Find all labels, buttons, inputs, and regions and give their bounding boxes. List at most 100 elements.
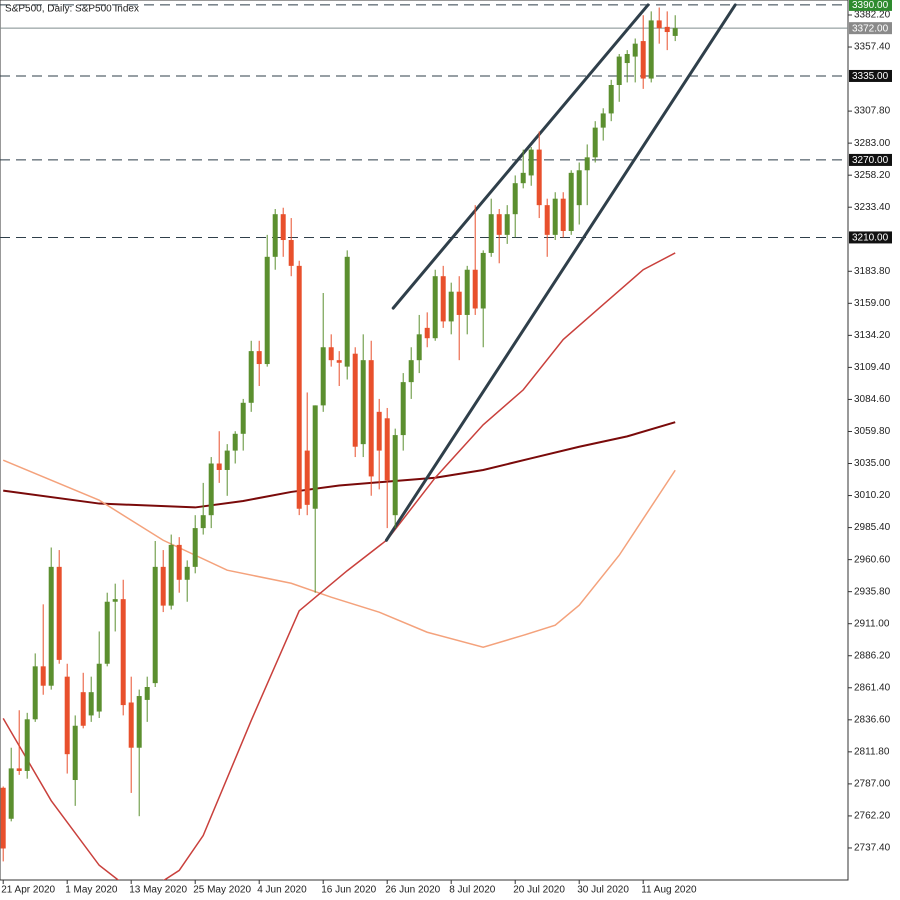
candle-body (320, 347, 326, 406)
x-tick-label: 25 May 2020 (193, 885, 251, 896)
candle-body (48, 566, 54, 686)
candle-body (664, 26, 670, 33)
candle-body (176, 544, 182, 580)
candle-body (8, 768, 14, 819)
y-tick-label: 3035.00 (854, 458, 891, 469)
candle-body (296, 265, 302, 509)
x-tick-label: 16 Jun 2020 (321, 885, 376, 896)
candle-body (456, 291, 462, 315)
candle-body (496, 214, 502, 235)
moving-average (2, 459, 676, 648)
plot-frame (0, 0, 849, 881)
candle-body (560, 198, 566, 231)
candle-body (32, 666, 38, 720)
y-tick-label: 3134.20 (854, 330, 891, 341)
candle-body (528, 149, 534, 176)
moving-average (2, 252, 676, 880)
candle-body (344, 256, 350, 367)
candle-body (96, 663, 102, 712)
x-tick-label: 26 Jun 2020 (385, 885, 440, 896)
candle-body (104, 601, 110, 664)
candle-body (400, 382, 406, 436)
y-tick-label: 2737.40 (854, 843, 891, 854)
candle-body (64, 676, 70, 755)
level-label-box (849, 153, 892, 166)
y-tick-label: 3382.20 (854, 10, 891, 21)
y-tick-label: 3059.80 (854, 426, 891, 437)
level-label-box (849, 69, 892, 82)
y-tick-label: 2886.20 (854, 650, 891, 661)
y-tick-label: 3159.00 (854, 298, 891, 309)
y-tick-label: 3010.20 (854, 490, 891, 501)
candle-body (616, 56, 622, 86)
level-label: 3390.00 (852, 0, 889, 11)
candle-body (88, 692, 94, 716)
plot-area (0, 3, 848, 880)
candle-body (608, 85, 614, 114)
candle-body (184, 566, 190, 580)
candle-body (160, 566, 166, 606)
candle-body (16, 768, 22, 771)
candle-body (520, 172, 526, 184)
candle-body (168, 544, 174, 606)
y-tick-label: 2787.00 (854, 779, 891, 790)
candle-body (272, 214, 278, 257)
candle-body (256, 351, 262, 365)
candle-body (568, 172, 574, 231)
y-tick-label: 2935.80 (854, 586, 891, 597)
y-tick-label: 2911.00 (854, 618, 890, 629)
y-tick-label: 2985.40 (854, 522, 891, 533)
candle-body (0, 787, 6, 849)
candle-body (120, 599, 126, 706)
candle-body (248, 351, 254, 403)
candle-body (200, 515, 206, 529)
y-tick-label: 3233.40 (854, 202, 891, 213)
candle-body (592, 127, 598, 158)
x-tick-label: 4 Jun 2020 (257, 885, 307, 896)
candle-body (632, 43, 638, 57)
y-tick-label: 3084.60 (854, 394, 891, 405)
candle-body (224, 450, 230, 470)
y-tick-label: 3258.20 (854, 170, 891, 181)
candle-body (656, 20, 662, 29)
candle-body (240, 402, 246, 434)
y-tick-label: 3283.00 (854, 138, 891, 149)
candle-body (464, 269, 470, 315)
candle-body (640, 41, 646, 79)
candle-body (352, 353, 358, 447)
level-label-box (849, 22, 892, 35)
x-tick-label: 20 Jul 2020 (513, 885, 565, 896)
candle-body (280, 214, 286, 241)
x-tick-label: 21 Apr 2020 (1, 885, 55, 896)
x-tick-label: 1 May 2020 (65, 885, 118, 896)
candle-body (128, 702, 134, 748)
x-tick-label: 11 Aug 2020 (641, 885, 697, 896)
candle-body (144, 686, 150, 700)
candle-body (512, 183, 518, 215)
y-tick-label: 2762.20 (854, 811, 891, 822)
candle-body (448, 291, 454, 322)
candle-body (576, 170, 582, 206)
candle-body (648, 20, 654, 79)
candle-body (216, 463, 222, 470)
x-tick-label: 30 Jul 2020 (577, 885, 629, 896)
candle-body (24, 719, 30, 771)
candle-body (600, 113, 606, 128)
candle-body (304, 450, 310, 505)
candle-body (472, 269, 478, 309)
candle-body (56, 566, 62, 660)
candle-body (336, 360, 342, 363)
candle-body (536, 149, 542, 206)
y-tick-label: 2960.60 (854, 554, 891, 565)
candle-body (264, 256, 270, 365)
candle-body (192, 528, 198, 567)
y-tick-label: 2836.60 (854, 714, 891, 725)
candle-body (208, 463, 214, 516)
candle-body (408, 360, 414, 383)
candle-body (368, 360, 374, 477)
candle-body (416, 334, 422, 361)
candle-body (384, 418, 390, 481)
candle-body (424, 327, 430, 339)
level-label: 3210.00 (852, 233, 889, 244)
